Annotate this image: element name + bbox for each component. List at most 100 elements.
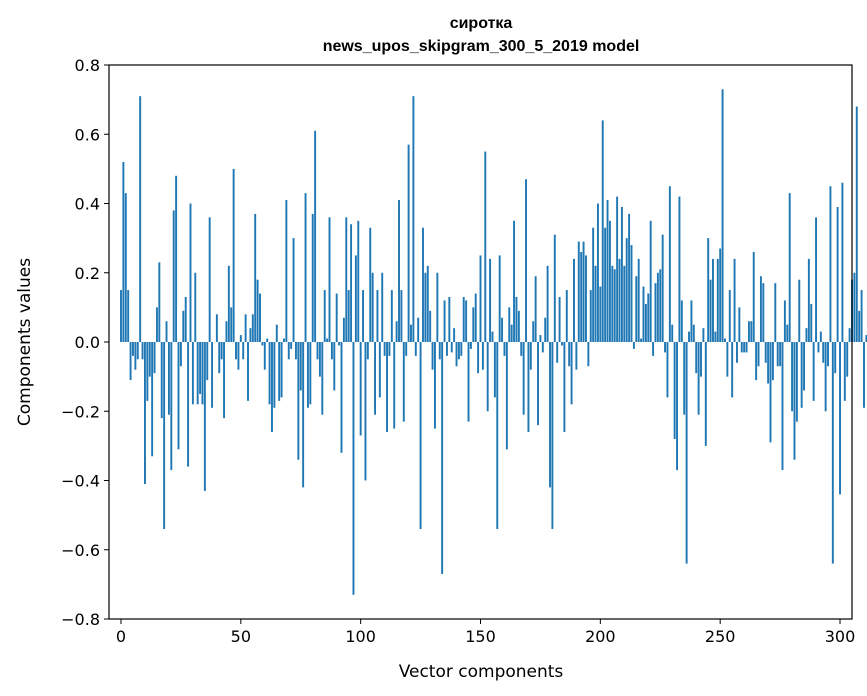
bar-78 bbox=[306, 342, 309, 408]
y-tick-label: 0.8 bbox=[75, 56, 100, 75]
bar-218 bbox=[642, 286, 645, 342]
x-tick-label: 0 bbox=[116, 627, 126, 646]
bar-273 bbox=[774, 283, 777, 342]
bar-152 bbox=[484, 151, 487, 342]
bar-274 bbox=[776, 342, 779, 367]
bar-220 bbox=[647, 293, 650, 342]
bar-82 bbox=[316, 342, 319, 360]
bar-196 bbox=[589, 290, 592, 342]
bar-219 bbox=[644, 303, 647, 342]
bar-128 bbox=[426, 265, 429, 342]
bar-285 bbox=[803, 342, 806, 391]
x-axis-ticks: 0 50 100 150 200 250 300 bbox=[116, 619, 855, 646]
bar-258 bbox=[738, 307, 741, 343]
bar-95 bbox=[347, 290, 350, 342]
bar-296 bbox=[829, 186, 832, 342]
bar-237 bbox=[688, 331, 690, 342]
bar-241 bbox=[697, 342, 700, 415]
bar-15 bbox=[155, 307, 158, 343]
bar-13 bbox=[151, 342, 154, 457]
bar-149 bbox=[477, 342, 480, 374]
bar-271 bbox=[769, 342, 772, 443]
bar-124 bbox=[417, 317, 420, 342]
bar-77 bbox=[304, 193, 307, 342]
bar-267 bbox=[759, 276, 762, 342]
bar-168 bbox=[522, 342, 525, 415]
bar-88 bbox=[330, 342, 333, 360]
bar-131 bbox=[434, 342, 436, 429]
bar-76 bbox=[302, 342, 305, 488]
bar-254 bbox=[728, 290, 731, 342]
bar-261 bbox=[745, 342, 748, 353]
bar-140 bbox=[455, 342, 458, 367]
bar-307 bbox=[855, 106, 858, 342]
bar-2 bbox=[124, 193, 127, 342]
bar-158 bbox=[498, 255, 501, 342]
bar-178 bbox=[546, 265, 549, 342]
bar-166 bbox=[517, 310, 520, 342]
bar-5 bbox=[132, 342, 134, 356]
bar-217 bbox=[640, 338, 643, 342]
bar-230 bbox=[671, 324, 674, 342]
bar-229 bbox=[668, 186, 671, 342]
bar-79 bbox=[309, 342, 312, 405]
bar-288 bbox=[810, 303, 813, 342]
bar-236 bbox=[685, 342, 688, 564]
bar-17 bbox=[160, 342, 163, 419]
bar-47 bbox=[232, 168, 235, 343]
bar-132 bbox=[436, 272, 439, 342]
bar-295 bbox=[827, 342, 829, 367]
bar-244 bbox=[704, 342, 707, 446]
bar-106 bbox=[374, 342, 376, 415]
x-tick-label: 300 bbox=[825, 627, 856, 646]
bar-283 bbox=[798, 279, 801, 342]
bar-253 bbox=[726, 342, 729, 377]
bar-98 bbox=[354, 255, 357, 342]
bar-189 bbox=[573, 258, 575, 342]
bar-38 bbox=[211, 342, 214, 408]
bar-302 bbox=[843, 342, 846, 401]
bar-63 bbox=[271, 342, 273, 433]
y-tick-label: 0.6 bbox=[75, 125, 100, 144]
bar-94 bbox=[345, 217, 348, 342]
bar-294 bbox=[824, 342, 827, 412]
bar-96 bbox=[350, 224, 353, 342]
bar-125 bbox=[419, 342, 422, 529]
bar-174 bbox=[537, 342, 539, 426]
bar-69 bbox=[285, 200, 288, 342]
x-tick-label: 50 bbox=[231, 627, 251, 646]
bar-232 bbox=[676, 342, 678, 471]
bar-180 bbox=[551, 342, 554, 529]
bar-202 bbox=[604, 227, 607, 342]
bar-121 bbox=[410, 324, 412, 342]
bar-234 bbox=[680, 300, 683, 342]
bar-191 bbox=[577, 241, 580, 342]
bar-221 bbox=[649, 220, 652, 342]
bar-24 bbox=[177, 342, 180, 450]
bar-209 bbox=[620, 206, 623, 342]
bar-19 bbox=[165, 321, 168, 342]
bar-107 bbox=[376, 290, 379, 342]
bar-11 bbox=[146, 342, 149, 401]
bar-136 bbox=[445, 342, 448, 356]
bar-48 bbox=[235, 342, 237, 360]
bar-61 bbox=[266, 338, 269, 342]
bar-228 bbox=[666, 342, 669, 398]
bar-75 bbox=[299, 342, 302, 391]
bar-207 bbox=[616, 196, 619, 342]
bar-97 bbox=[352, 342, 355, 595]
bar-26 bbox=[182, 310, 185, 342]
bar-45 bbox=[227, 265, 230, 342]
bar-91 bbox=[338, 342, 341, 346]
bar-142 bbox=[460, 342, 463, 356]
bar-263 bbox=[750, 321, 753, 342]
bar-297 bbox=[831, 342, 834, 564]
bar-278 bbox=[786, 324, 789, 342]
bar-37 bbox=[208, 217, 211, 342]
bar-46 bbox=[230, 307, 233, 343]
bar-225 bbox=[659, 269, 662, 342]
bar-157 bbox=[496, 342, 499, 529]
bar-59 bbox=[261, 342, 264, 346]
bar-298 bbox=[834, 342, 837, 374]
x-tick-label: 100 bbox=[345, 627, 376, 646]
